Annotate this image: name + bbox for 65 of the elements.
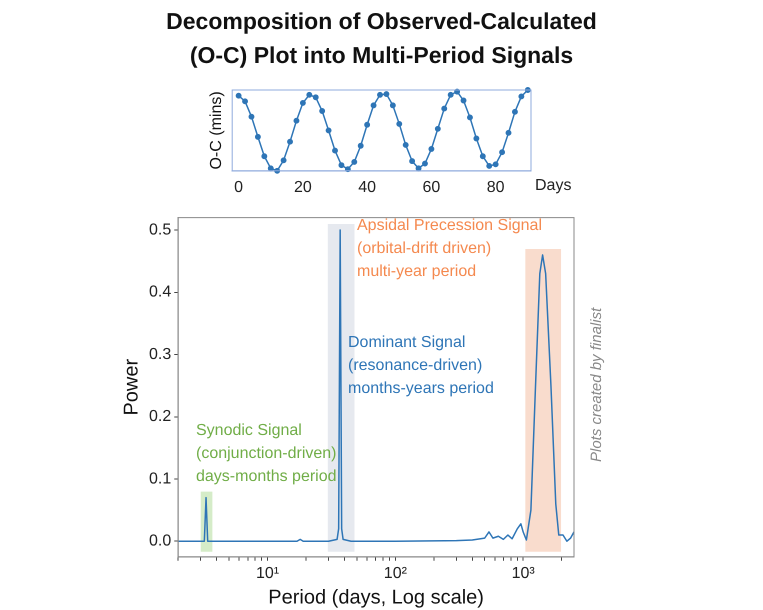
x-tick-label: 20 [294,178,312,196]
y-tick-label: 0.4 [148,284,172,301]
x-tick-label: 10² [384,564,408,582]
x-axis-title: Days [535,177,572,194]
y-axis-title: Power [120,358,143,416]
point [294,118,300,124]
y-tick-label: 0.5 [148,221,172,238]
y-tick-label: 0.1 [148,470,172,488]
point [409,158,416,164]
point [402,142,409,148]
x-axis-title: Period (days, Log scale) [268,586,484,609]
point [416,165,422,172]
y-tick-label: 0.2 [148,408,172,426]
x-tick-label: 60 [422,178,440,196]
y-axis-title: O-C (mins) [208,91,226,170]
text: Plots created by finalist [588,306,605,464]
point [332,148,338,154]
point [506,130,512,136]
point [390,102,396,108]
annotation: Synodic Signal (conjunction-driven) days-months period [196,421,337,487]
point [492,161,499,168]
point [377,92,383,98]
annotation: Apsidal Precession Signal (orbital-drift driven) multi-year period [357,216,542,282]
point [280,157,287,164]
x-tick-label: 0 [234,178,244,196]
point [473,136,480,142]
point [300,100,306,106]
x-tick-label: 10¹ [256,564,280,582]
point [312,94,319,100]
point [236,92,242,99]
point [448,92,454,98]
y-tick-label: 0.3 [148,346,172,363]
point [428,146,434,152]
annotation: Dominant Signal (resonance-driven) months-years period [348,333,494,399]
point [460,98,466,104]
point [486,163,492,169]
point [480,153,486,160]
point [306,92,312,98]
point [441,106,448,112]
point [383,91,390,97]
point [261,153,268,160]
point [326,127,332,134]
chart-title: Decomposition of Observed-Calculated (O-C) Plot into Multi-Period Signals [165,7,598,70]
point [499,149,506,156]
point [287,138,293,145]
y-tick-label: 0.0 [148,532,172,550]
point [396,120,402,127]
point [467,114,473,120]
point [512,108,518,115]
point [248,114,254,120]
x-tick-label: 80 [486,178,505,196]
point [370,102,377,108]
point [351,158,358,165]
point [268,165,274,172]
point [422,160,428,166]
point [242,98,248,104]
point [254,134,261,140]
point [434,126,441,132]
x-tick-label: 10³ [512,564,536,582]
x-tick-label: 40 [358,178,376,196]
point [518,94,524,100]
point [358,142,364,149]
point [319,108,326,114]
point [338,162,344,168]
point [364,122,370,128]
